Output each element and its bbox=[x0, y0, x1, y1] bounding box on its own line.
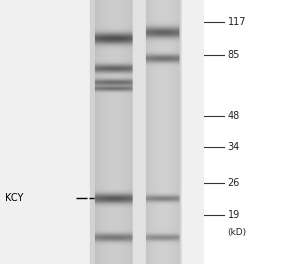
Text: 19: 19 bbox=[228, 210, 240, 220]
Text: 117: 117 bbox=[228, 17, 246, 27]
Text: (kD): (kD) bbox=[228, 229, 247, 238]
Text: KCY: KCY bbox=[5, 193, 23, 203]
Text: 26: 26 bbox=[228, 178, 240, 188]
Text: 34: 34 bbox=[228, 142, 240, 152]
Text: 85: 85 bbox=[228, 50, 240, 60]
Text: 48: 48 bbox=[228, 111, 240, 121]
